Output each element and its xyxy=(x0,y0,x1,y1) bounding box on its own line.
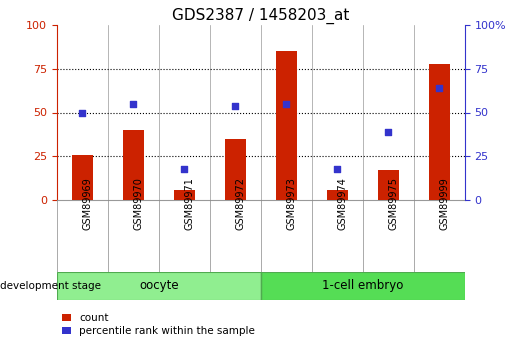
Bar xyxy=(174,189,194,200)
Bar xyxy=(429,63,449,200)
Text: GSM89971: GSM89971 xyxy=(184,177,194,230)
Text: GSM89972: GSM89972 xyxy=(235,177,245,230)
Bar xyxy=(261,272,465,300)
Text: GSM89975: GSM89975 xyxy=(388,177,398,230)
Point xyxy=(180,166,188,171)
Bar xyxy=(378,170,398,200)
Text: GSM89974: GSM89974 xyxy=(337,177,347,230)
Point xyxy=(333,166,341,171)
Text: 1-cell embryo: 1-cell embryo xyxy=(322,279,403,293)
Text: development stage: development stage xyxy=(0,281,101,291)
Text: oocyte: oocyte xyxy=(139,279,179,293)
Title: GDS2387 / 1458203_at: GDS2387 / 1458203_at xyxy=(172,8,349,24)
Text: GSM89969: GSM89969 xyxy=(82,177,92,230)
Point xyxy=(78,110,86,115)
Bar xyxy=(57,272,261,300)
Point xyxy=(435,85,443,91)
Bar xyxy=(72,155,93,200)
Bar xyxy=(276,51,296,200)
Point xyxy=(282,101,290,107)
Point xyxy=(231,103,239,108)
Point xyxy=(129,101,137,107)
Text: GSM89973: GSM89973 xyxy=(286,177,296,230)
Legend: count, percentile rank within the sample: count, percentile rank within the sample xyxy=(62,313,255,336)
Text: GSM89970: GSM89970 xyxy=(133,177,143,230)
Text: GSM89999: GSM89999 xyxy=(439,177,449,230)
Bar xyxy=(225,139,245,200)
Point xyxy=(384,129,392,135)
Bar xyxy=(123,130,143,200)
Bar xyxy=(327,189,347,200)
